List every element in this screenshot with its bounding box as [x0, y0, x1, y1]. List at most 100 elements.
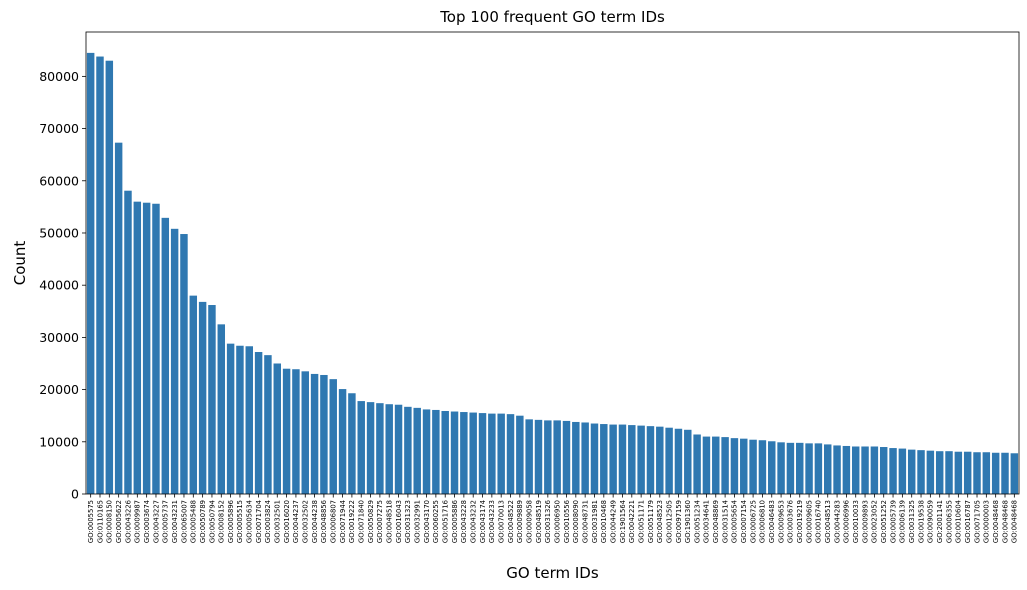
x-tick-label: GO:0048468: [1011, 500, 1019, 543]
bar: [712, 436, 720, 494]
bar: [963, 451, 972, 494]
x-tick-label: GO:0043232: [469, 500, 477, 543]
bar: [142, 202, 151, 494]
x-tick-label: GO:0032501: [274, 500, 282, 543]
y-axis-label: Count: [11, 241, 29, 286]
y-tick-label: 40000: [39, 278, 79, 293]
x-tick-label: GO:0051179: [647, 500, 655, 543]
y-axis: 0 10000 20000 30000 40000 50000 60000 70000 8000…: [39, 69, 86, 502]
bar: [478, 413, 487, 494]
bar: [553, 420, 561, 494]
bar: [348, 393, 356, 494]
y-tick-label: 70000: [39, 121, 79, 136]
x-tick-label: GO:0008090: [572, 500, 580, 543]
x-tick-label: GO:0043170: [423, 500, 431, 543]
x-tick-label: GO:0019219: [796, 500, 804, 543]
x-tick-label: GO:1901564: [619, 500, 627, 543]
x-tick-label: GO:0010604: [955, 500, 963, 543]
x-tick-label: GO:2001141: [936, 500, 944, 543]
x-tick-label: GO:0006807: [330, 500, 338, 543]
x-tick-label: GO:0043231: [171, 500, 179, 543]
bar: [814, 443, 823, 494]
x-tick-label: GO:0048856: [320, 500, 328, 543]
bar: [320, 374, 328, 494]
bar: [105, 60, 114, 495]
bar: [609, 424, 617, 494]
bar: [917, 450, 925, 494]
x-tick-label: GO:0023052: [871, 500, 879, 543]
bar: [310, 373, 319, 494]
bar: [170, 228, 179, 494]
x-tick-label: GO:0043227: [152, 500, 160, 543]
x-tick-label: GO:0048468: [1001, 500, 1009, 543]
bar: [273, 363, 281, 494]
bar: [600, 424, 608, 494]
x-tick-label: GO:0010468: [600, 500, 608, 543]
bar: [758, 440, 767, 494]
plot-frame: [85, 31, 1020, 495]
bar: [889, 448, 897, 494]
bar: [721, 437, 729, 494]
x-tick-label: GO:0043233: [488, 500, 496, 543]
bar: [516, 415, 524, 494]
x-tick-label: GO:0043174: [479, 500, 487, 543]
x-tick-label: GO:0009605: [805, 500, 813, 543]
x-tick-label: GO:0009987: [134, 500, 142, 543]
x-tick-label: GO:0048522: [507, 500, 515, 543]
x-tick-label: GO:0005654: [731, 500, 739, 543]
y-tick-label: 0: [71, 487, 79, 502]
bar: [198, 301, 207, 494]
x-tick-label: GO:0005575: [87, 500, 95, 543]
x-tick-label: GO:0050789: [199, 500, 207, 543]
x-tick-label: GO:0006996: [843, 500, 851, 543]
x-tick-label: GO:0003676: [787, 500, 795, 543]
x-tick-label: GO:0007275: [376, 500, 384, 543]
bar: [982, 452, 991, 494]
x-tick-label: GO:0005737: [162, 500, 170, 543]
x-tick-label: GO:0006355: [945, 500, 953, 543]
x-tick-label: GO:0090059: [927, 500, 935, 543]
bar: [534, 419, 543, 494]
bar: [450, 411, 459, 494]
x-tick-label: GO:0019222: [348, 500, 356, 543]
x-tick-label: GO:0009653: [777, 500, 785, 543]
x-tick-label: GO:0097159: [675, 500, 683, 543]
bar: [189, 295, 198, 494]
bar: [301, 371, 309, 494]
x-tick-label: GO:0005622: [115, 500, 123, 543]
bar: [1010, 453, 1019, 494]
bar: [114, 142, 123, 495]
bar: [768, 441, 776, 494]
x-tick-label: GO:0032991: [414, 500, 422, 543]
bar: [96, 56, 104, 494]
bar: [637, 425, 645, 494]
x-tick-label: GO:0016020: [283, 500, 291, 543]
x-tick-label: GO:0009889: [516, 500, 524, 543]
bar: [264, 355, 272, 494]
bar: [842, 445, 851, 494]
x-tick-label: GO:0048468: [992, 500, 1000, 543]
bar: [870, 446, 879, 494]
x-tick-label: GO:0046483: [768, 500, 776, 543]
bar: [628, 425, 636, 494]
x-tick-label: GO:0005634: [246, 500, 254, 543]
bar: [833, 445, 841, 494]
x-tick-label: GO:0048523: [656, 500, 664, 543]
bar: [991, 452, 1000, 494]
x-tick-label: GO:0051716: [442, 500, 450, 543]
x-axis: GO:0005575 GO:0110165 GO:0008150 GO:0005622…: [87, 494, 1019, 543]
bar: [292, 369, 300, 494]
x-tick-label: GO:0071944: [339, 500, 347, 543]
bar: [329, 379, 337, 494]
x-tick-label: GO:0009058: [525, 500, 533, 543]
x-tick-label: GO:0051252: [880, 500, 888, 543]
x-axis-label: GO term IDs: [506, 564, 599, 582]
bar: [945, 451, 953, 494]
bar: [488, 413, 496, 494]
bar: [357, 401, 365, 494]
bar: [1001, 452, 1009, 494]
x-tick-label: GO:0005739: [889, 500, 897, 543]
y-tick-label: 80000: [39, 69, 79, 84]
bar: [376, 403, 384, 494]
